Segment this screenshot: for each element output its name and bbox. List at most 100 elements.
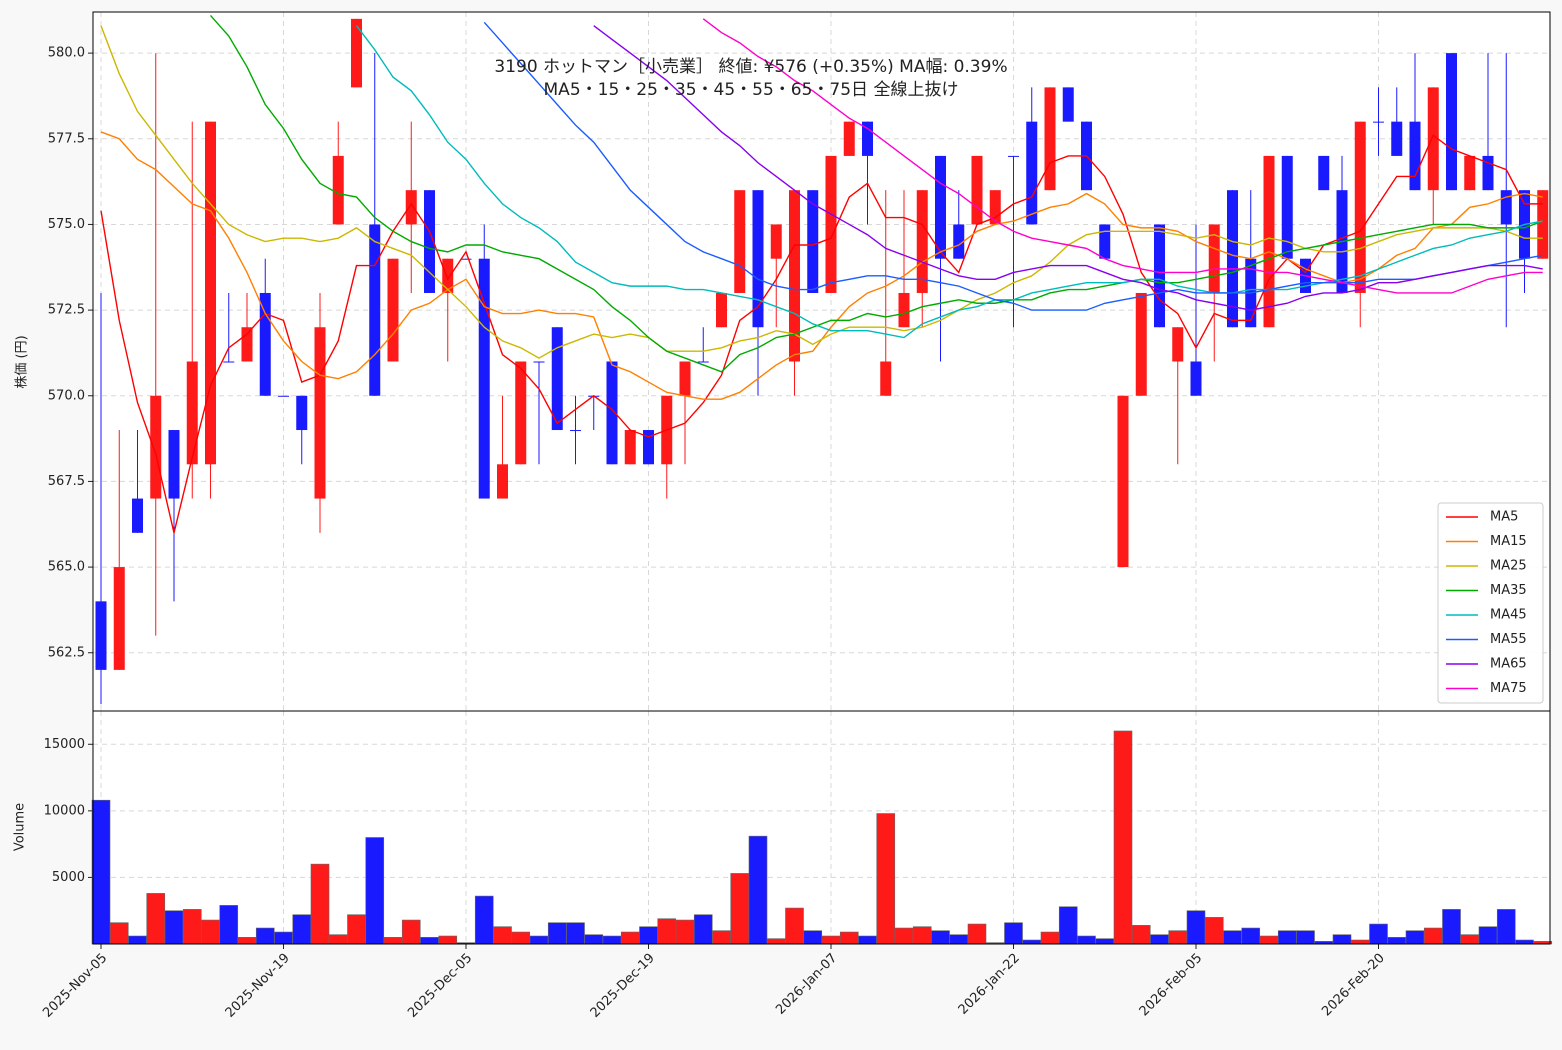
x-tick-label: 2026-Jan-22 (956, 951, 1023, 1018)
candle-body (880, 361, 892, 396)
volume-bar (912, 926, 932, 945)
volume-bar (931, 930, 950, 945)
candle-body (168, 430, 180, 499)
y-tick-label: 567.5 (48, 474, 85, 489)
volume-bar (766, 938, 786, 945)
candle-body (1409, 121, 1421, 191)
candle-body (1354, 121, 1366, 293)
candle-body (953, 224, 965, 259)
volume-bar (1496, 909, 1516, 945)
volume-bar (803, 930, 823, 945)
volume-bar (201, 919, 220, 945)
candle-body (734, 190, 746, 293)
candle-body (405, 190, 417, 225)
volume-bar (383, 937, 403, 945)
candle-body (296, 395, 308, 431)
legend-label: MA75 (1490, 681, 1527, 696)
volume-bar (1204, 917, 1224, 945)
volume-bar (657, 918, 677, 945)
plot-layer: 562.5 565.0 567.5 570.0 572.5 575.0 577.5 580.0… (40, 12, 1553, 1021)
candle-body (898, 292, 910, 328)
volume-bar (420, 937, 439, 945)
candle-body (1500, 190, 1512, 225)
y-tick-label: 575.0 (48, 217, 85, 232)
volume-bar (1058, 906, 1078, 945)
candle-body (1446, 53, 1457, 191)
candle-body (1391, 121, 1403, 156)
volume-bar (602, 935, 622, 945)
x-tick-label: 2025-Dec-19 (588, 951, 658, 1021)
candle-body (223, 361, 235, 363)
volume-bar (1131, 925, 1151, 945)
candle-body (1026, 121, 1038, 225)
volume-bar (365, 837, 385, 945)
volume-bar (858, 935, 877, 945)
candle-body (1464, 155, 1476, 191)
candle-body (1044, 87, 1056, 191)
volume-bar (821, 935, 841, 945)
candle-body (752, 190, 764, 328)
volume-bar (1405, 930, 1425, 945)
volume-bar (1369, 923, 1388, 945)
candle-body (95, 601, 107, 670)
ma-line (209, 14, 1543, 373)
candle-body (679, 361, 691, 396)
candle-body (1008, 155, 1019, 157)
volume-bar (894, 927, 914, 945)
volume-bar (529, 935, 549, 945)
volume-bar (785, 907, 804, 945)
candle-body (332, 155, 344, 225)
candle-body (1281, 155, 1293, 259)
candle-body (1208, 224, 1220, 293)
candle-body (241, 327, 253, 362)
candle-body (770, 224, 782, 259)
volume-bar (1387, 937, 1407, 945)
ma-line (100, 25, 1543, 359)
volume-bar (255, 927, 275, 945)
candle-body (442, 258, 454, 293)
candle-body (916, 190, 928, 293)
volume-bar (219, 905, 239, 945)
price-plot-area (93, 12, 1550, 711)
candle-body (1099, 224, 1111, 259)
legend-label: MA55 (1490, 632, 1527, 647)
volume-bar (1022, 939, 1042, 945)
legend-label: MA15 (1490, 534, 1527, 549)
volume-bar (1442, 909, 1461, 945)
volume-bar (1296, 930, 1315, 945)
volume-bar (675, 919, 695, 945)
candle-body (387, 258, 399, 362)
x-tick-label: 2025-Nov-05 (40, 951, 110, 1021)
volume-bar (712, 930, 731, 945)
volume-bar (620, 931, 640, 945)
volume-bar (237, 937, 257, 945)
y-tick-label: 580.0 (48, 46, 85, 61)
candle-body (1318, 155, 1330, 191)
volume-bar (1259, 935, 1279, 945)
volume-bar (1040, 931, 1060, 945)
candle-body (862, 121, 873, 156)
candle-body (1190, 361, 1202, 396)
volume-bar (1515, 939, 1534, 945)
ma-line (593, 25, 1543, 311)
candle-body (624, 430, 636, 465)
volume-bar (584, 934, 604, 945)
candle-body (1154, 224, 1165, 328)
volume-bar (1004, 922, 1023, 945)
candle-body (843, 121, 855, 156)
y-tick-label: 15000 (44, 737, 85, 752)
y-tick-label: 572.5 (48, 303, 85, 318)
volume-bar (347, 914, 366, 945)
volume-bar (1350, 939, 1370, 945)
volume-bar (182, 909, 202, 945)
volume-bar (949, 934, 969, 945)
volume-bar (438, 935, 458, 945)
candle-body (989, 190, 1001, 225)
candle-body (551, 327, 563, 431)
candle-body (150, 395, 162, 499)
volume-bar (1077, 935, 1096, 945)
volume-bar (693, 914, 713, 945)
candle-body (1135, 292, 1147, 396)
volume-bar (748, 835, 768, 945)
